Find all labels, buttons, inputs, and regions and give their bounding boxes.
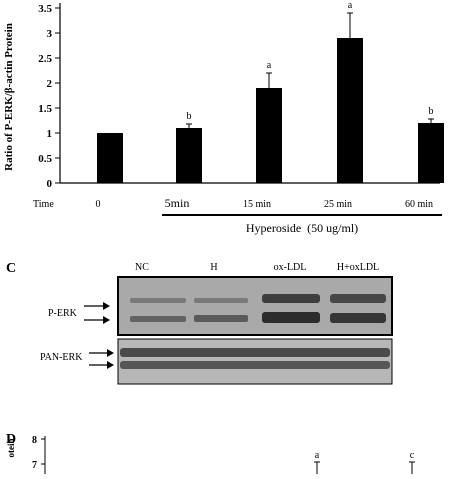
panel-d-partial: D otein 87 a c	[6, 432, 415, 474]
x-tick-labels: 0 5min 15 min 25 min 60 min	[96, 196, 434, 210]
y-tick-label: 1	[47, 128, 53, 140]
y-tick-label: 0.5	[38, 153, 52, 165]
row-label-pan-erk: PAN-ERK	[40, 352, 83, 363]
y-tick-label: 2	[47, 78, 53, 90]
significance-letter: a	[267, 60, 272, 71]
lane-label: H+oxLDL	[337, 262, 379, 273]
arrowhead	[107, 361, 114, 369]
y-tick-label: 2.5	[38, 53, 52, 65]
band	[130, 316, 186, 322]
significance-letter: a	[315, 450, 320, 461]
band	[262, 312, 320, 323]
y-ticks: 0 0.5 1 1.5 2 2.5 3 3.5	[38, 3, 60, 190]
x-tick-label: 60 min	[405, 199, 433, 210]
y-tick-label: 8	[32, 435, 37, 446]
lane-label: H	[210, 262, 217, 273]
bar	[256, 88, 282, 183]
y-tick-label: 0	[47, 178, 53, 190]
band	[120, 361, 390, 369]
arrowhead	[107, 349, 114, 357]
band	[330, 313, 386, 323]
bar-chart-perk: Ratio of P-ERK/β-actin Protein 0 0.5 1 1.5 2…	[3, 0, 444, 235]
perk-bands	[130, 294, 386, 323]
bar	[337, 38, 363, 183]
band	[194, 298, 248, 303]
significance-letter: a	[348, 0, 353, 11]
panel-label-c: C	[6, 261, 16, 276]
y-tick-label: 7	[32, 460, 37, 471]
y-ticks: 87	[32, 435, 45, 471]
significance-letter: b	[187, 111, 192, 122]
bar	[418, 123, 444, 183]
bar	[97, 133, 123, 183]
lane-label: ox-LDL	[274, 262, 307, 273]
x-tick-label: 0	[96, 199, 101, 210]
y-tick-label: 1.5	[38, 103, 52, 115]
band	[262, 294, 320, 303]
x-tick-label: 5min	[165, 196, 190, 210]
panel-label-d: D	[6, 432, 16, 447]
perk-blot-image	[117, 276, 393, 336]
x-tick-label: 15 min	[243, 199, 271, 210]
x-tick-label: 25 min	[324, 199, 352, 210]
treatment-label: Hyperoside (50 ug/ml)	[246, 221, 358, 235]
row-labels: P-ERK PAN-ERK	[40, 308, 83, 363]
significance-letter: c	[410, 450, 415, 461]
time-label: Time	[33, 199, 54, 210]
row-label-perk: P-ERK	[48, 308, 78, 319]
significance-letters: b a a b	[187, 0, 434, 122]
significance-letter: b	[429, 106, 434, 117]
bars	[97, 38, 444, 183]
band	[330, 294, 386, 303]
band	[120, 348, 390, 357]
arrowhead	[103, 302, 110, 310]
row-arrows	[84, 302, 114, 369]
y-axis-label-partial: otein	[6, 439, 16, 458]
y-axis-label: Ratio of P-ERK/β-actin Protein	[3, 23, 15, 171]
y-tick-label: 3	[47, 28, 53, 40]
band	[130, 298, 186, 303]
band	[194, 315, 248, 322]
lane-label: NC	[135, 262, 149, 273]
y-tick-label: 3.5	[38, 3, 52, 15]
bar	[176, 128, 202, 183]
arrowhead	[103, 316, 110, 324]
error-bars	[186, 12, 434, 128]
